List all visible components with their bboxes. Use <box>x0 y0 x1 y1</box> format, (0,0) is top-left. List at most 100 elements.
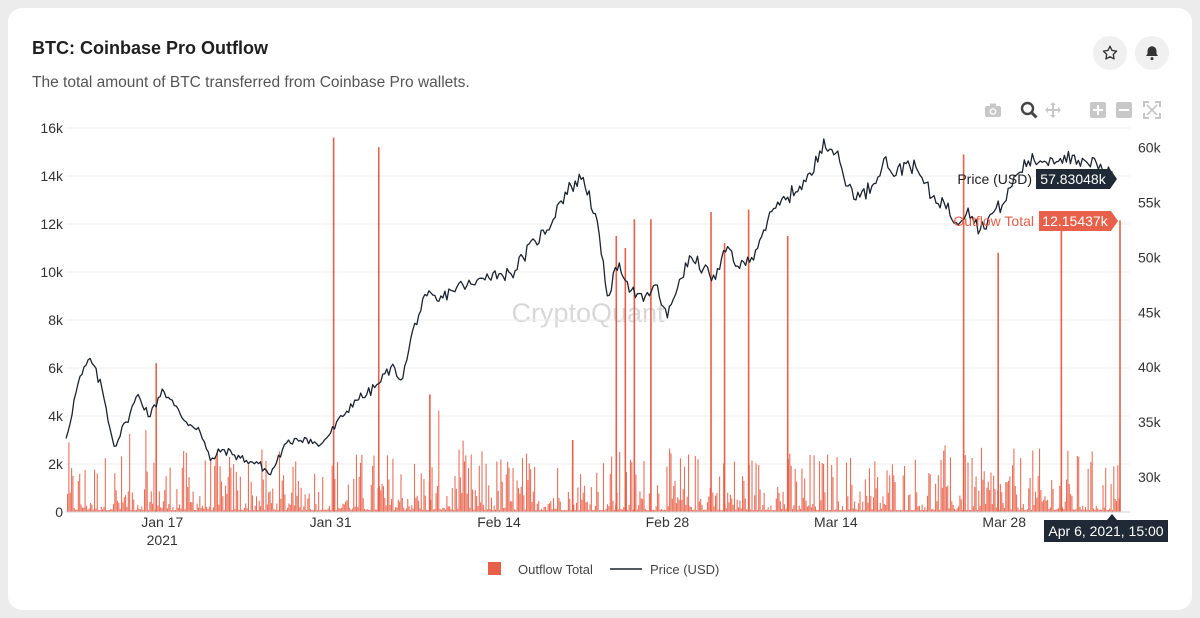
outflow-spike[interactable] <box>429 394 431 512</box>
outflow-bar <box>766 509 768 512</box>
outflow-spike[interactable] <box>1119 220 1121 513</box>
outflow-bar <box>990 472 992 512</box>
outflow-bar <box>326 510 328 512</box>
outflow-bar <box>409 510 411 512</box>
outflow-bar <box>381 483 383 512</box>
legend: Outflow Total Price (USD) <box>488 562 719 577</box>
outflow-bar <box>268 492 270 512</box>
outflow-spike[interactable] <box>962 154 965 512</box>
outflow-bar <box>129 433 131 512</box>
outflow-bar <box>702 510 704 512</box>
outflow-bar <box>226 493 228 512</box>
outflow-spike[interactable] <box>624 248 627 512</box>
outflow-bar <box>953 508 956 512</box>
outflow-bar <box>95 508 97 512</box>
outflow-spike[interactable] <box>997 252 1000 513</box>
price-line-path[interactable] <box>65 138 1113 476</box>
outflow-bar <box>662 510 664 512</box>
outflow-bar <box>561 510 563 512</box>
outflow-bar <box>389 504 391 512</box>
outflow-bar <box>764 510 767 512</box>
outflow-bar <box>1048 508 1050 512</box>
outflow-bar <box>635 474 637 512</box>
outflow-bar <box>1026 509 1028 512</box>
y-left-tick-label: 10k <box>40 264 64 280</box>
outflow-bar <box>127 491 129 512</box>
star-icon[interactable] <box>1093 36 1127 70</box>
outflow-bar <box>305 509 308 512</box>
outflow-bar <box>303 506 305 512</box>
outflow-bar <box>1032 450 1034 512</box>
outflow-tooltip-label: Outflow Total <box>953 213 1034 229</box>
outflow-spike[interactable] <box>571 440 574 512</box>
outflow-spike[interactable] <box>650 219 652 512</box>
outflow-spike[interactable] <box>377 147 380 512</box>
zoom-in-icon[interactable] <box>1088 100 1108 120</box>
outflow-bar <box>494 509 497 512</box>
bell-icon[interactable] <box>1135 36 1169 70</box>
legend-item-outflow[interactable]: Outflow Total <box>488 562 593 577</box>
outflow-bar <box>531 502 533 512</box>
legend-item-price[interactable]: Price (USD) <box>610 562 719 577</box>
outflow-spike[interactable] <box>710 212 712 512</box>
outflow-bar <box>806 506 808 512</box>
outflow-bar <box>256 496 258 512</box>
outflow-bar <box>904 466 906 512</box>
outflow-bar <box>1010 509 1012 512</box>
outflow-bar <box>1049 507 1051 512</box>
outflow-bar <box>683 466 686 512</box>
outflow-bar <box>578 510 580 512</box>
outflow-spike[interactable] <box>1060 221 1063 512</box>
outflow-bar <box>790 465 792 512</box>
outflow-bar <box>455 488 457 512</box>
outflow-bar <box>824 492 826 512</box>
x-tick-label: Feb 14 <box>477 514 521 530</box>
outflow-bar <box>845 462 848 512</box>
outflow-bar <box>293 505 295 512</box>
outflow-bar <box>241 509 243 512</box>
outflow-bar <box>781 508 783 512</box>
outflow-spike[interactable] <box>723 243 726 512</box>
outflow-bar <box>251 495 254 512</box>
outflow-bar <box>169 467 171 512</box>
outflow-bar <box>193 509 195 512</box>
outflow-bar <box>125 495 127 512</box>
outflow-bar <box>234 509 236 512</box>
outflow-bar <box>659 509 661 512</box>
outflow-bar <box>758 465 760 512</box>
zoom-icon[interactable] <box>1019 100 1039 120</box>
outflow-spike[interactable] <box>332 137 335 512</box>
outflow-spike[interactable] <box>786 236 789 512</box>
outflow-bar <box>538 501 540 512</box>
y-right-tick-label: 40k <box>1138 359 1162 375</box>
zoom-out-icon[interactable] <box>1114 100 1134 120</box>
outflow-spike[interactable] <box>155 363 158 512</box>
outflow-bar <box>175 510 177 512</box>
outflow-bar <box>675 503 677 512</box>
outflow-bar <box>1067 450 1069 512</box>
outflow-bar <box>200 508 202 512</box>
outflow-bar <box>1088 510 1091 512</box>
outflow-bar <box>1066 479 1068 512</box>
outflow-spike[interactable] <box>615 236 618 512</box>
outflow-bar <box>802 497 804 512</box>
outflow-bar <box>863 510 865 512</box>
pan-icon[interactable] <box>1043 100 1063 120</box>
autoscale-icon[interactable] <box>1142 100 1162 120</box>
outflow-spike[interactable] <box>747 209 750 512</box>
outflow-bar <box>895 510 897 512</box>
outflow-bar <box>621 509 623 512</box>
outflow-bar <box>936 501 938 512</box>
outflow-bar <box>508 467 510 512</box>
camera-icon[interactable] <box>983 100 1003 120</box>
outflow-bar <box>206 506 208 512</box>
outflow-bar <box>1034 491 1037 512</box>
outflow-bar <box>566 510 568 512</box>
outflow-bar <box>835 509 837 512</box>
outflow-bar <box>590 487 592 512</box>
outflow-bar <box>797 509 799 512</box>
outflow-spike[interactable] <box>633 219 636 512</box>
x-tick-label: Mar 28 <box>982 514 1026 530</box>
outflow-bar <box>284 494 286 512</box>
